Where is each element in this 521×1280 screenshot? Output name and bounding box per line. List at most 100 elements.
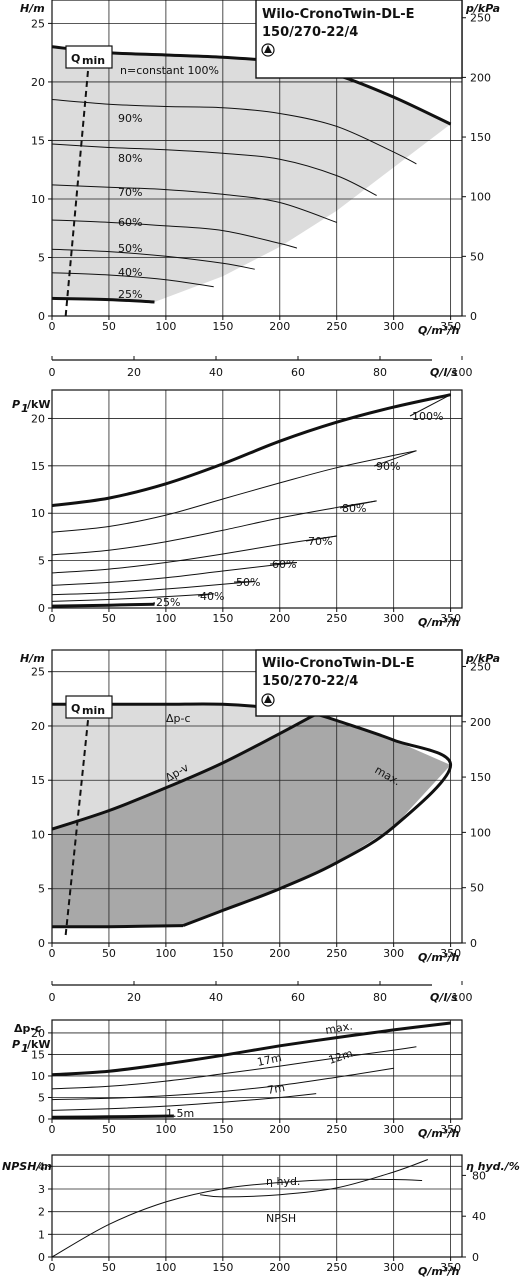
hq1-ytick-label: 25 xyxy=(31,17,45,30)
p1-xtick-label: 100 xyxy=(155,612,176,625)
p1-xtick-label: 250 xyxy=(326,612,347,625)
hq2-ytick-label: 20 xyxy=(31,720,45,733)
p1-xtick-label: 200 xyxy=(269,612,290,625)
hq1-series-label-5: 50% xyxy=(118,242,142,255)
hq1-y2label: p/kPa xyxy=(465,2,500,15)
npsh-xtick-label: 350 xyxy=(440,1261,461,1274)
p1-series-6 xyxy=(51,593,214,602)
p2-series-label-1: 17m xyxy=(256,1051,283,1069)
hq2-xtick-label: 250 xyxy=(326,947,347,960)
hq2-xtick-label: 50 xyxy=(102,947,116,960)
p1-series-1 xyxy=(51,450,417,533)
hq1-xtick-label: 300 xyxy=(383,320,404,333)
hq1-ytick-label: 5 xyxy=(38,251,45,264)
p2-xtick-label: 0 xyxy=(49,1123,56,1136)
hq2-title-line1: Wilo-CronoTwin-DL-E xyxy=(262,656,415,671)
hq1-series-label-0: n=constant 100% xyxy=(120,64,219,77)
hq2-qmin-label: Q xyxy=(71,702,80,715)
p1-series-label-0: 100% xyxy=(412,410,443,423)
p1-xtick-label: 300 xyxy=(383,612,404,625)
hq1-series-1 xyxy=(51,99,417,165)
hq1-series-4 xyxy=(51,219,298,249)
hq1-series-6 xyxy=(51,272,214,288)
p1-series-5 xyxy=(51,581,255,596)
p1-series-7 xyxy=(51,602,155,608)
hq1-qmin-sub: min xyxy=(82,54,105,67)
qls1-xlabel: Q/l/s xyxy=(430,366,458,379)
npsh-xtick-label: 300 xyxy=(383,1261,404,1274)
hq1-xtick-label: 250 xyxy=(326,320,347,333)
hq2-title-line2: 150/270-22/4 xyxy=(262,674,358,689)
p1-ytick-label: 15 xyxy=(31,460,45,473)
npsh-ytick-label: 2 xyxy=(38,1206,45,1219)
p2-xtick-label: 150 xyxy=(212,1123,233,1136)
qls1-tick-label: 80 xyxy=(373,366,387,379)
npsh-xtick-label: 150 xyxy=(212,1261,233,1274)
hq2-series-1 xyxy=(51,712,317,831)
hq2-xtick-label: 300 xyxy=(383,947,404,960)
hq2-ytick-label: 10 xyxy=(31,828,45,841)
p2-xtick-label: 300 xyxy=(383,1123,404,1136)
hq1-xlabel: Q/m³/h xyxy=(418,324,460,337)
hq2-y2tick-label: 250 xyxy=(470,660,491,673)
p2-ytick-label: 5 xyxy=(38,1091,45,1104)
p1-series-label-6: 40% xyxy=(200,590,224,603)
p1-ylabel-sub: 1 xyxy=(21,402,29,415)
p1-series-label-5: 50% xyxy=(236,576,260,589)
hq2-ytick-label: 0 xyxy=(38,937,45,950)
p1-xtick-label: 350 xyxy=(440,612,461,625)
hq2-xlabel: Q/m³/h xyxy=(418,951,460,964)
npsh-ytick-label: 1 xyxy=(38,1228,45,1241)
hq2-xtick-label: 350 xyxy=(440,947,461,960)
p1-series-label-1: 90% xyxy=(376,460,400,473)
hq1-series-5 xyxy=(51,248,255,270)
hq1-xtick-label: 50 xyxy=(102,320,116,333)
p2-xtick-label: 200 xyxy=(269,1123,290,1136)
hq1-series-0 xyxy=(51,45,452,126)
hq2-qmin-line xyxy=(64,715,90,936)
wilo-logo-triangle-icon xyxy=(264,695,272,703)
qls2-tick-label: 60 xyxy=(291,991,305,1004)
hq1-title-line1: Wilo-CronoTwin-DL-E xyxy=(262,7,415,22)
hq2-light-area xyxy=(52,704,317,830)
npsh-y2tick-label: 40 xyxy=(472,1210,486,1223)
hq1-ytick-label: 0 xyxy=(38,310,45,323)
p2-ylabel-sub: 1 xyxy=(21,1042,29,1055)
hq1-xtick-label: 200 xyxy=(269,320,290,333)
hq2-y2tick-label: 150 xyxy=(470,771,491,784)
p2-ytick-label: 20 xyxy=(31,1027,45,1040)
p2-ylabel-tail: /kW xyxy=(27,1038,50,1051)
wilo-logo-triangle-icon xyxy=(264,45,272,53)
hq2-qmin-sub: min xyxy=(82,704,105,717)
npsh-ytick-label: 3 xyxy=(38,1183,45,1196)
hq1-y2tick-label: 100 xyxy=(470,191,491,204)
p1-series-0 xyxy=(51,393,451,508)
p2-ylabel: P xyxy=(12,1038,20,1051)
p1-xtick-label: 0 xyxy=(49,612,56,625)
hq1-series-label-1: 90% xyxy=(118,112,142,125)
hq1-xtick-label: 150 xyxy=(212,320,233,333)
hq2-y2tick-label: 0 xyxy=(470,937,477,950)
hq1-series-7 xyxy=(51,296,155,304)
npsh-series-0 xyxy=(51,1178,423,1258)
hq1-series-2 xyxy=(51,143,377,196)
p2-series-0 xyxy=(51,1021,451,1077)
hq1-ytick-label: 20 xyxy=(31,76,45,89)
hq1-series-label-3: 70% xyxy=(118,186,142,199)
npsh-xlabel: Q/m³/h xyxy=(418,1265,460,1278)
hq1-y2tick-label: 200 xyxy=(470,71,491,84)
p2-series-2 xyxy=(51,1067,394,1101)
hq1-ylabel: H/m xyxy=(20,2,45,15)
p2-axes: 0 50 100 150 200 250 300 350 0 5 10 15 20 xyxy=(31,1019,463,1136)
qls1-tick-label: 100 xyxy=(452,366,473,379)
npsh-xtick-label: 0 xyxy=(49,1261,56,1274)
hq2-ytick-label: 25 xyxy=(31,666,45,679)
p1-xtick-label: 50 xyxy=(102,612,116,625)
npsh-xtick-label: 200 xyxy=(269,1261,290,1274)
npsh-ytick-label: 4 xyxy=(38,1160,45,1173)
hq1-xtick-label: 100 xyxy=(155,320,176,333)
p2-xlabel: Q/m³/h xyxy=(418,1127,460,1140)
hq2-series-label-0: Δp-c xyxy=(166,712,191,725)
hq1-frame xyxy=(51,0,463,317)
